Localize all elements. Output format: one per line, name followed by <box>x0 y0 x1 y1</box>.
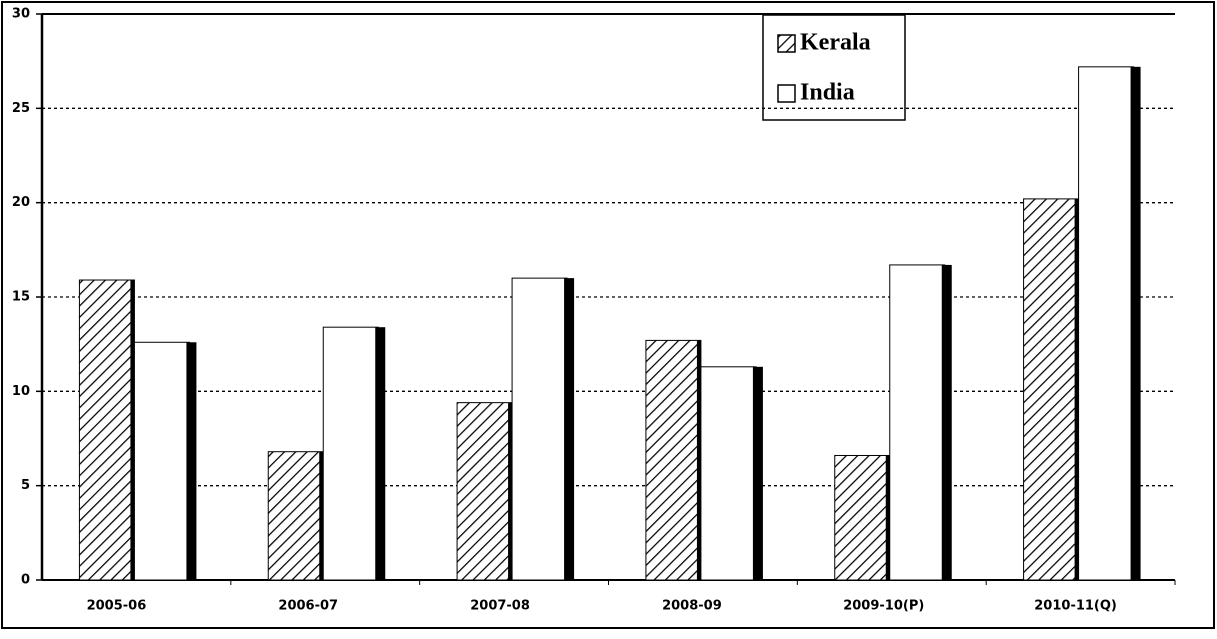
bar <box>78 279 135 581</box>
x-tick-label: 2007-08 <box>470 599 530 614</box>
legend-swatch <box>777 34 796 53</box>
bar <box>1078 66 1135 581</box>
bar-shadow <box>1130 66 1141 581</box>
bar-shadow <box>752 366 763 580</box>
bar <box>645 339 702 581</box>
legend-swatch <box>777 84 796 103</box>
bar <box>834 454 891 581</box>
bar-shadow <box>508 402 513 580</box>
bar-shadow <box>186 342 197 580</box>
y-tick-label: 25 <box>12 101 30 116</box>
bar-shadow <box>1074 198 1079 581</box>
bar-shadow <box>130 280 135 580</box>
y-tick-label: 10 <box>12 384 30 399</box>
bar-shadow <box>375 327 386 580</box>
x-tick-label: 2006-07 <box>278 599 338 614</box>
x-tick-label: 2005-06 <box>87 599 147 614</box>
bar <box>889 264 946 581</box>
x-tick-label: 2009-10(P) <box>843 599 924 614</box>
bar <box>456 402 513 581</box>
bar <box>700 366 757 581</box>
bar <box>133 341 190 581</box>
bar-shadow <box>941 264 952 580</box>
bar-shadow <box>885 455 890 580</box>
y-tick-label: 30 <box>12 7 30 22</box>
legend-label: India <box>800 80 855 106</box>
y-tick-label: 20 <box>12 195 30 210</box>
bar <box>511 277 568 581</box>
y-tick-label: 0 <box>21 573 30 588</box>
bar-shadow <box>319 451 324 580</box>
bar-shadow <box>564 278 575 580</box>
bar-shadow <box>696 340 701 580</box>
bar <box>322 326 379 581</box>
bar <box>267 451 324 581</box>
bar <box>1023 198 1080 581</box>
legend: Kerala India <box>762 14 906 121</box>
y-tick-label: 5 <box>21 478 30 493</box>
legend-label: Kerala <box>800 30 871 56</box>
x-tick-label: 2008-09 <box>662 599 722 614</box>
y-tick-label: 15 <box>12 290 30 305</box>
x-tick-label: 2010-11(Q) <box>1034 599 1117 614</box>
